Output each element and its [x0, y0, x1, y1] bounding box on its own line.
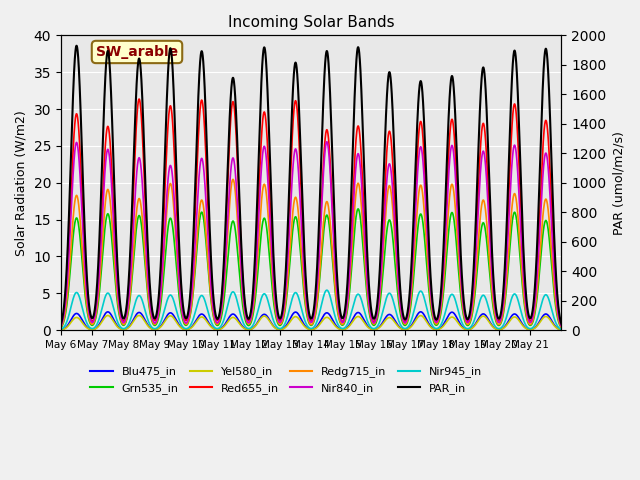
Redg715_in	[486, 259, 493, 265]
Line: PAR_in: PAR_in	[61, 46, 561, 324]
Grn535_in	[449, 210, 456, 216]
Nir840_in	[449, 143, 456, 148]
Red655_in	[330, 226, 337, 232]
Yel580_in	[473, 320, 481, 326]
Grn535_in	[356, 215, 364, 220]
Yel580_in	[330, 321, 337, 326]
Text: SW_arable: SW_arable	[96, 45, 178, 59]
Legend: Blu475_in, Grn535_in, Yel580_in, Red655_in, Redg715_in, Nir840_in, Nir945_in, PA: Blu475_in, Grn535_in, Yel580_in, Red655_…	[86, 362, 486, 398]
Nir840_in	[356, 163, 364, 169]
PAR_in	[330, 186, 337, 192]
Grn535_in	[473, 273, 481, 278]
PAR_in	[356, 64, 364, 70]
Redg715_in	[330, 262, 337, 268]
Red655_in	[473, 222, 481, 228]
Red655_in	[486, 219, 493, 225]
Red655_in	[449, 117, 456, 122]
Red655_in	[356, 137, 364, 143]
Red655_in	[135, 96, 143, 102]
Nir945_in	[161, 306, 168, 312]
Line: Red655_in: Red655_in	[61, 99, 561, 326]
Yel580_in	[449, 314, 456, 320]
Yel580_in	[57, 327, 65, 333]
Line: Blu475_in: Blu475_in	[61, 312, 561, 330]
PAR_in	[557, 321, 565, 327]
Nir945_in	[356, 294, 364, 300]
PAR_in	[486, 189, 493, 195]
Nir945_in	[323, 288, 331, 293]
Redg715_in	[356, 191, 364, 196]
Yel580_in	[135, 312, 143, 318]
Yel580_in	[557, 327, 565, 333]
Grn535_in	[330, 268, 337, 274]
Blu475_in	[57, 327, 65, 333]
Blu475_in	[557, 327, 565, 333]
PAR_in	[473, 193, 481, 199]
Redg715_in	[229, 177, 237, 182]
Redg715_in	[57, 324, 65, 330]
Yel580_in	[356, 314, 364, 320]
Redg715_in	[449, 181, 456, 187]
Blu475_in	[473, 319, 481, 325]
Nir840_in	[473, 236, 481, 242]
Nir840_in	[161, 229, 168, 235]
Y-axis label: PAR (umol/m2/s): PAR (umol/m2/s)	[612, 131, 625, 235]
Yel580_in	[486, 320, 493, 326]
Line: Nir840_in: Nir840_in	[61, 142, 561, 326]
Blu475_in	[417, 309, 424, 315]
Grn535_in	[57, 325, 65, 331]
Nir840_in	[323, 139, 331, 144]
Red655_in	[161, 191, 168, 197]
Nir945_in	[557, 326, 565, 332]
Redg715_in	[161, 240, 168, 246]
Grn535_in	[557, 325, 565, 331]
Line: Grn535_in: Grn535_in	[61, 209, 561, 328]
Blu475_in	[486, 319, 493, 324]
Red655_in	[57, 323, 65, 328]
Nir945_in	[473, 310, 481, 315]
Y-axis label: Solar Radiation (W/m2): Solar Radiation (W/m2)	[15, 110, 28, 256]
Blu475_in	[356, 311, 364, 316]
Nir945_in	[330, 307, 337, 313]
Blu475_in	[330, 318, 337, 324]
Nir840_in	[330, 232, 337, 238]
Line: Nir945_in: Nir945_in	[61, 290, 561, 329]
Nir945_in	[486, 309, 493, 315]
Grn535_in	[486, 271, 493, 276]
Redg715_in	[473, 261, 481, 267]
Redg715_in	[557, 324, 565, 330]
PAR_in	[73, 43, 81, 48]
Line: Yel580_in: Yel580_in	[61, 315, 561, 330]
Grn535_in	[354, 206, 362, 212]
Nir945_in	[57, 326, 65, 332]
Red655_in	[557, 323, 565, 329]
Grn535_in	[161, 261, 168, 266]
Nir840_in	[57, 324, 65, 329]
PAR_in	[161, 156, 168, 162]
PAR_in	[57, 321, 65, 327]
Nir840_in	[557, 324, 565, 329]
Title: Incoming Solar Bands: Incoming Solar Bands	[228, 15, 394, 30]
Blu475_in	[161, 317, 168, 323]
Nir840_in	[486, 233, 493, 239]
Line: Redg715_in: Redg715_in	[61, 180, 561, 327]
Yel580_in	[161, 319, 168, 324]
Nir945_in	[449, 291, 456, 297]
PAR_in	[449, 73, 456, 79]
Blu475_in	[449, 309, 456, 315]
